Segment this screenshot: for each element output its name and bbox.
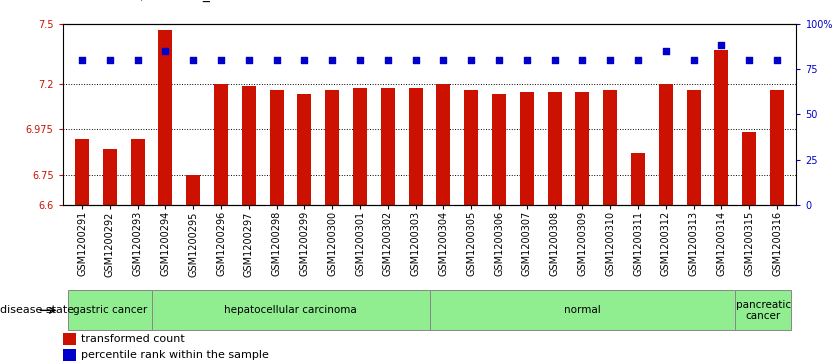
Text: GSM1200315: GSM1200315 <box>744 211 754 277</box>
Point <box>381 57 394 63</box>
Text: GSM1200311: GSM1200311 <box>633 211 643 276</box>
Point <box>771 57 784 63</box>
Text: GSM1200297: GSM1200297 <box>244 211 254 277</box>
Bar <box>381 88 394 205</box>
Bar <box>686 90 701 205</box>
Point <box>437 57 450 63</box>
Text: GSM1200313: GSM1200313 <box>689 211 699 276</box>
Bar <box>103 148 117 205</box>
FancyBboxPatch shape <box>68 290 152 330</box>
Bar <box>742 132 756 205</box>
Text: GSM1200300: GSM1200300 <box>327 211 337 276</box>
Text: GSM1200296: GSM1200296 <box>216 211 226 277</box>
Text: GSM1200310: GSM1200310 <box>605 211 615 276</box>
Point <box>103 57 117 63</box>
Text: GSM1200293: GSM1200293 <box>133 211 143 277</box>
Text: pancreatic
cancer: pancreatic cancer <box>736 299 791 321</box>
Text: percentile rank within the sample: percentile rank within the sample <box>81 350 269 360</box>
Text: GSM1200292: GSM1200292 <box>105 211 115 277</box>
Text: GSM1200316: GSM1200316 <box>772 211 782 276</box>
Point <box>409 57 422 63</box>
Text: GSM1200308: GSM1200308 <box>550 211 560 276</box>
Bar <box>548 92 561 205</box>
Point <box>214 57 228 63</box>
Bar <box>492 94 506 205</box>
Point <box>187 57 200 63</box>
Bar <box>325 90 339 205</box>
Bar <box>409 88 423 205</box>
Text: GSM1200304: GSM1200304 <box>439 211 449 276</box>
Point <box>270 57 284 63</box>
Bar <box>631 153 645 205</box>
Point <box>354 57 367 63</box>
Point <box>742 57 756 63</box>
Bar <box>158 30 173 205</box>
Point <box>575 57 589 63</box>
Bar <box>603 90 617 205</box>
Bar <box>63 349 76 362</box>
Text: GSM1200299: GSM1200299 <box>299 211 309 277</box>
Bar <box>131 139 144 205</box>
Bar <box>575 92 590 205</box>
Point <box>492 57 505 63</box>
Text: GSM1200302: GSM1200302 <box>383 211 393 277</box>
Point <box>75 57 88 63</box>
Bar <box>353 88 367 205</box>
Bar <box>269 90 284 205</box>
Point <box>659 48 672 54</box>
Text: hepatocellular carcinoma: hepatocellular carcinoma <box>224 305 357 315</box>
Bar <box>715 50 728 205</box>
Text: GSM1200301: GSM1200301 <box>355 211 365 276</box>
Point <box>325 57 339 63</box>
Bar <box>214 84 228 205</box>
Bar <box>436 84 450 205</box>
Text: GSM1200314: GSM1200314 <box>716 211 726 276</box>
Text: GSM1200305: GSM1200305 <box>466 211 476 277</box>
Bar <box>63 333 76 345</box>
Point <box>604 57 617 63</box>
Text: GSM1200295: GSM1200295 <box>188 211 198 277</box>
Text: GSM1200303: GSM1200303 <box>410 211 420 276</box>
Text: gastric cancer: gastric cancer <box>73 305 147 315</box>
Text: GSM1200309: GSM1200309 <box>577 211 587 276</box>
Point <box>131 57 144 63</box>
Text: GDS4882 / 218958_at: GDS4882 / 218958_at <box>71 0 224 2</box>
Text: disease state: disease state <box>0 305 74 315</box>
Text: GSM1200298: GSM1200298 <box>272 211 282 277</box>
Point <box>687 57 701 63</box>
Bar <box>659 84 673 205</box>
Bar <box>465 90 478 205</box>
Bar <box>520 92 534 205</box>
Text: GSM1200291: GSM1200291 <box>77 211 87 277</box>
Bar <box>770 90 784 205</box>
Text: GSM1200307: GSM1200307 <box>522 211 532 277</box>
Text: normal: normal <box>564 305 600 315</box>
Point <box>242 57 255 63</box>
Point <box>631 57 645 63</box>
Point <box>298 57 311 63</box>
Bar <box>75 139 89 205</box>
Text: GSM1200294: GSM1200294 <box>160 211 170 277</box>
Point <box>715 42 728 48</box>
Text: transformed count: transformed count <box>81 334 184 344</box>
FancyBboxPatch shape <box>430 290 736 330</box>
Bar <box>242 86 256 205</box>
Point <box>158 48 172 54</box>
Bar <box>298 94 311 205</box>
Point <box>520 57 534 63</box>
Text: GSM1200312: GSM1200312 <box>661 211 671 277</box>
FancyBboxPatch shape <box>736 290 791 330</box>
Bar <box>186 175 200 205</box>
Point <box>465 57 478 63</box>
Text: GSM1200306: GSM1200306 <box>494 211 504 276</box>
FancyBboxPatch shape <box>152 290 430 330</box>
Point <box>548 57 561 63</box>
